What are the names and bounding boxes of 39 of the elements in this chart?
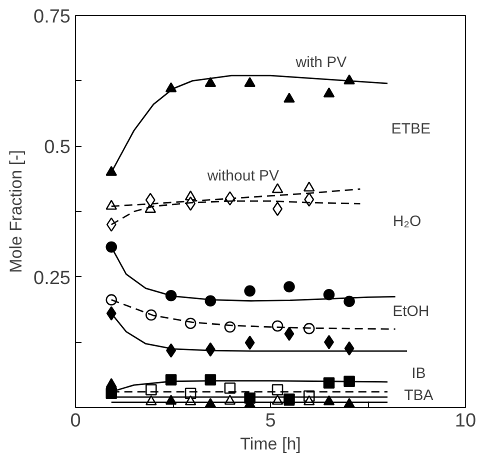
point <box>284 92 295 103</box>
x-tick-label: 5 <box>265 410 276 432</box>
point <box>106 217 116 232</box>
point <box>146 384 157 396</box>
point <box>106 166 118 176</box>
annotation: with PV <box>294 54 347 72</box>
annotation: ETBE <box>391 120 430 138</box>
annotation: H₂O <box>392 212 422 230</box>
y-tick-label: 0.25 <box>34 268 71 289</box>
point <box>284 281 295 292</box>
point <box>106 378 118 388</box>
x-tick-label: 10 <box>454 410 476 432</box>
point <box>303 182 315 192</box>
point <box>284 326 294 341</box>
point <box>272 384 284 396</box>
point <box>344 296 355 308</box>
point <box>304 192 314 207</box>
point <box>106 294 118 306</box>
point <box>344 376 355 388</box>
point <box>106 241 118 253</box>
y-tick-label: 0.75 <box>34 6 71 28</box>
x-axis-title: Time [h] <box>240 434 301 454</box>
point <box>204 77 216 87</box>
y-axis-title: Mole Fraction [-] <box>6 150 26 273</box>
x-tick-label: 0 <box>70 410 81 432</box>
y-tick-label: 0.5 <box>44 137 71 158</box>
point <box>272 202 283 216</box>
annotation: IB <box>412 364 426 382</box>
point <box>244 77 256 87</box>
annotation: without PV <box>206 168 280 185</box>
point <box>244 285 256 297</box>
point <box>106 306 116 321</box>
point <box>272 183 284 194</box>
point <box>224 382 236 394</box>
annotation: EtOH <box>392 302 430 320</box>
point <box>244 336 255 350</box>
point <box>323 87 335 98</box>
point <box>145 192 156 208</box>
annotation: TBA <box>404 387 434 404</box>
